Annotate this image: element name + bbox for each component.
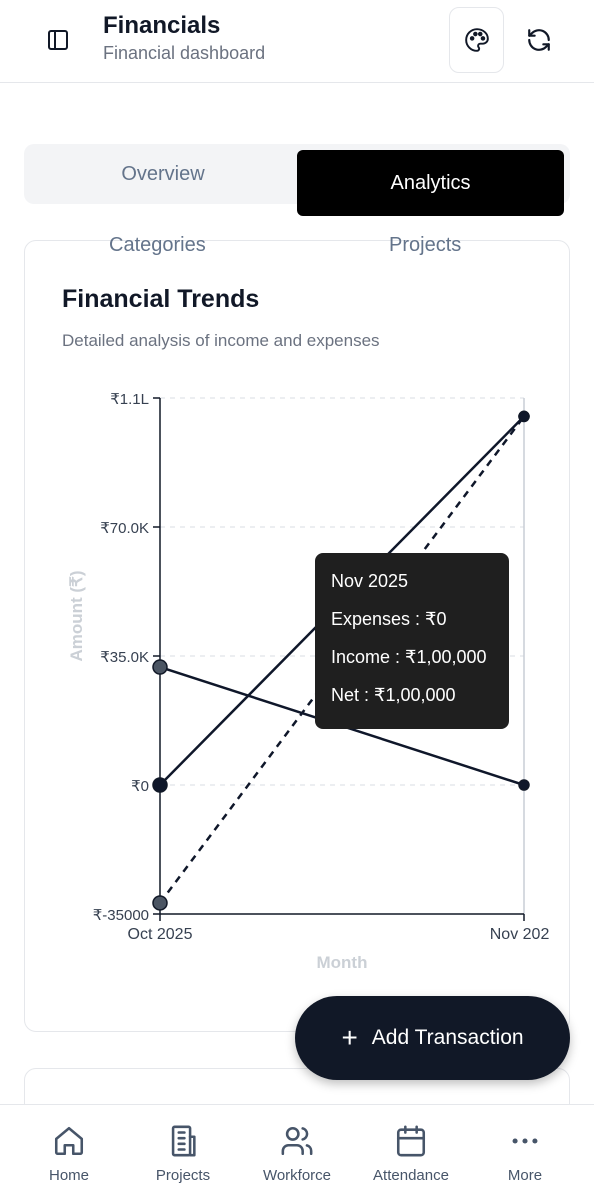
- card-title: Financial Trends: [62, 285, 260, 313]
- tooltip-expenses: Expenses : ₹0: [331, 609, 447, 629]
- app-header: Financials Financial dashboard: [0, 0, 594, 83]
- theme-button[interactable]: [449, 7, 504, 73]
- chart-svg: ₹-35000 ₹0 ₹35.0K ₹70.0K ₹1.1L Oct 2025 Nov 20…: [67, 391, 550, 972]
- tab-analytics[interactable]: Analytics: [297, 150, 564, 216]
- users-icon: [281, 1126, 313, 1156]
- building-icon: [171, 1125, 196, 1157]
- tab-overview[interactable]: Overview: [121, 162, 205, 185]
- home-icon: [54, 1126, 84, 1156]
- nav-workforce[interactable]: Workforce: [238, 1105, 356, 1200]
- nav-workforce-label: Workforce: [262, 1167, 332, 1184]
- sidebar-toggle-button[interactable]: [40, 22, 76, 58]
- nav-more[interactable]: More: [466, 1105, 584, 1200]
- palette-icon: [464, 28, 489, 52]
- nav-projects-label: Projects: [155, 1167, 211, 1184]
- financial-trends-chart: ₹-35000 ₹0 ₹35.0K ₹70.0K ₹1.1L Oct 2025 Nov 20…: [60, 385, 550, 975]
- view-tabs: Overview Analytics: [24, 144, 570, 216]
- card-description: Detailed analysis of income and expenses: [62, 331, 380, 350]
- data-point: [152, 777, 168, 793]
- y-axis-label: Amount (₹): [67, 570, 86, 661]
- nav-attendance[interactable]: Attendance: [352, 1105, 470, 1200]
- more-icon: [512, 1138, 538, 1144]
- data-point: [152, 659, 168, 675]
- refresh-button[interactable]: [515, 20, 563, 60]
- tooltip-title: Nov 2025: [331, 571, 409, 591]
- y-tick-label: ₹-35000: [93, 907, 149, 924]
- nav-projects[interactable]: Projects: [124, 1105, 242, 1200]
- tooltip-net: Net : ₹1,00,000: [331, 685, 456, 705]
- data-point: [152, 895, 168, 911]
- page-subtitle: Financial dashboard: [103, 43, 266, 63]
- nav-more-label: More: [507, 1167, 543, 1184]
- plus-icon: +: [341, 1022, 358, 1053]
- x-tick-label: Oct 2025: [128, 926, 193, 943]
- calendar-icon: [396, 1125, 426, 1157]
- add-transaction-button[interactable]: + Add Transaction: [295, 996, 570, 1080]
- data-point: [518, 410, 530, 423]
- sidebar-toggle-icon: [48, 30, 68, 50]
- nav-home[interactable]: Home: [10, 1105, 128, 1200]
- nav-home-label: Home: [48, 1167, 89, 1184]
- nav-attendance-label: Attendance: [373, 1167, 449, 1184]
- subtab-categories[interactable]: Categories: [109, 234, 206, 256]
- y-tick-label: ₹0: [131, 778, 149, 795]
- chart-tooltip: Nov 2025 Expenses : ₹0 Income : ₹1,00,00…: [315, 553, 509, 729]
- y-tick-label: ₹35.0K: [100, 649, 149, 666]
- x-tick-label: Nov 2025: [490, 926, 550, 943]
- tooltip-income: Income : ₹1,00,000: [331, 647, 487, 667]
- subtab-projects[interactable]: Projects: [389, 234, 462, 256]
- y-tick-label: ₹1.1L: [110, 391, 149, 408]
- y-tick-label: ₹70.0K: [100, 520, 149, 537]
- page-title: Financials: [103, 12, 221, 39]
- bottom-nav: Home Projects Workforce: [0, 1104, 594, 1200]
- x-axis-label: Month: [317, 953, 368, 972]
- refresh-icon: [528, 29, 550, 51]
- add-transaction-label: Add Transaction: [371, 1026, 524, 1049]
- data-point: [518, 779, 530, 791]
